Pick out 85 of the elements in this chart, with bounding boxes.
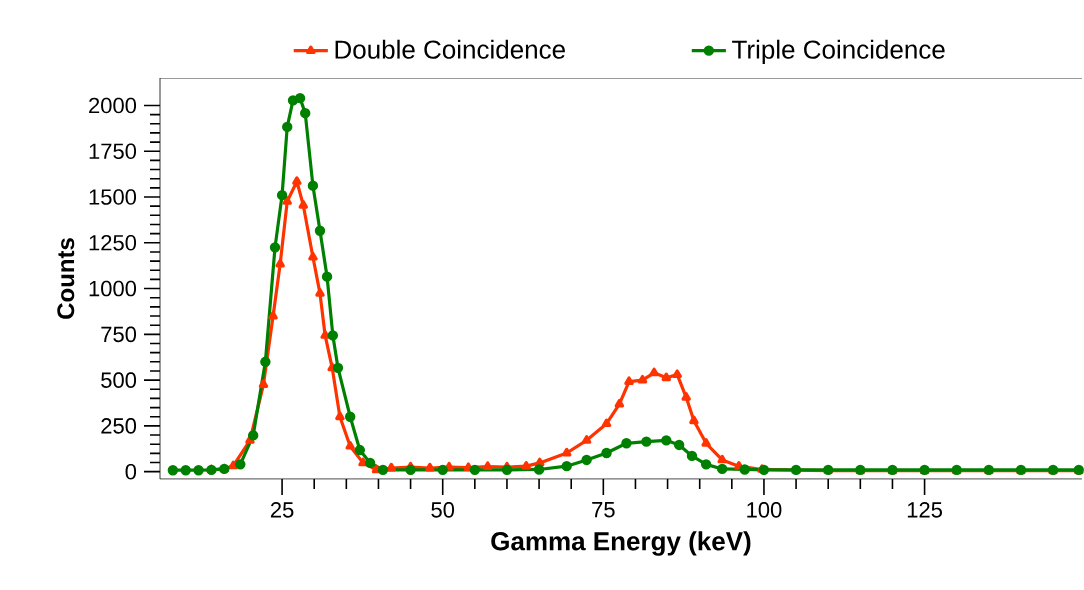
point [258,379,269,388]
point [292,176,302,185]
point [294,92,306,104]
point [641,436,652,447]
legend-label: Triple Coincidence [732,39,945,64]
x-axis-title: Gamma Energy (keV) [491,531,751,556]
point [661,435,672,446]
point [561,447,572,457]
point [601,447,612,459]
point [533,464,545,475]
point [649,367,659,377]
point [345,441,355,450]
point [561,460,572,472]
point [335,411,345,421]
point [327,330,339,341]
point [686,450,698,462]
point [601,418,612,428]
y-tick-label: 750 [101,326,137,343]
point [673,439,685,451]
point [314,225,326,236]
point [308,251,318,261]
y-tick-label: 250 [101,418,137,434]
point [581,435,592,444]
point [332,362,344,374]
point [661,372,672,382]
point [672,369,682,379]
point [167,464,179,476]
x-tick-label: 25 [270,502,294,518]
point [358,457,368,467]
point [298,200,308,209]
y-tick-label: 0 [125,463,137,480]
point [282,121,293,133]
point [716,463,728,475]
x-tick-label: 125 [907,502,942,518]
point [344,411,356,422]
point [614,398,625,408]
point [321,271,333,282]
point [386,462,397,472]
point [282,196,292,205]
point [247,430,259,441]
y-tick-label: 1750 [89,143,137,160]
point [581,454,592,466]
point [621,438,632,449]
point [425,462,435,472]
point [377,464,389,476]
x-tick-label: 75 [592,502,615,518]
point [307,180,319,191]
point [501,464,513,476]
point [701,438,711,447]
y-tick-label: 1500 [89,189,137,205]
point [193,464,204,476]
point [300,107,311,119]
point [275,258,285,268]
point [235,459,246,470]
point [364,457,376,469]
point [276,189,288,201]
point [315,288,325,297]
point [700,459,712,470]
point [469,464,481,476]
point [320,330,330,339]
y-tick-label: 2000 [89,97,137,114]
x-tick-label: 100 [747,502,782,518]
point [354,444,366,456]
y-tick-label: 1000 [89,280,137,297]
y-tick-label: 1250 [89,235,137,251]
point [681,392,691,401]
x-tick-label: 50 [431,502,455,518]
legend-label: Double Coincidence [335,39,565,59]
point [405,464,416,476]
point [268,310,278,320]
point [535,457,545,467]
point [437,464,448,476]
point [260,356,271,367]
point [624,376,634,385]
point [180,464,191,476]
point [521,460,531,470]
point [228,460,238,470]
point [739,464,750,475]
y-tick-label: 500 [101,372,137,388]
point [717,454,727,464]
point [637,374,648,384]
point [269,242,281,253]
y-axis-title: Counts [57,238,75,319]
point [689,415,699,425]
point [482,461,493,470]
